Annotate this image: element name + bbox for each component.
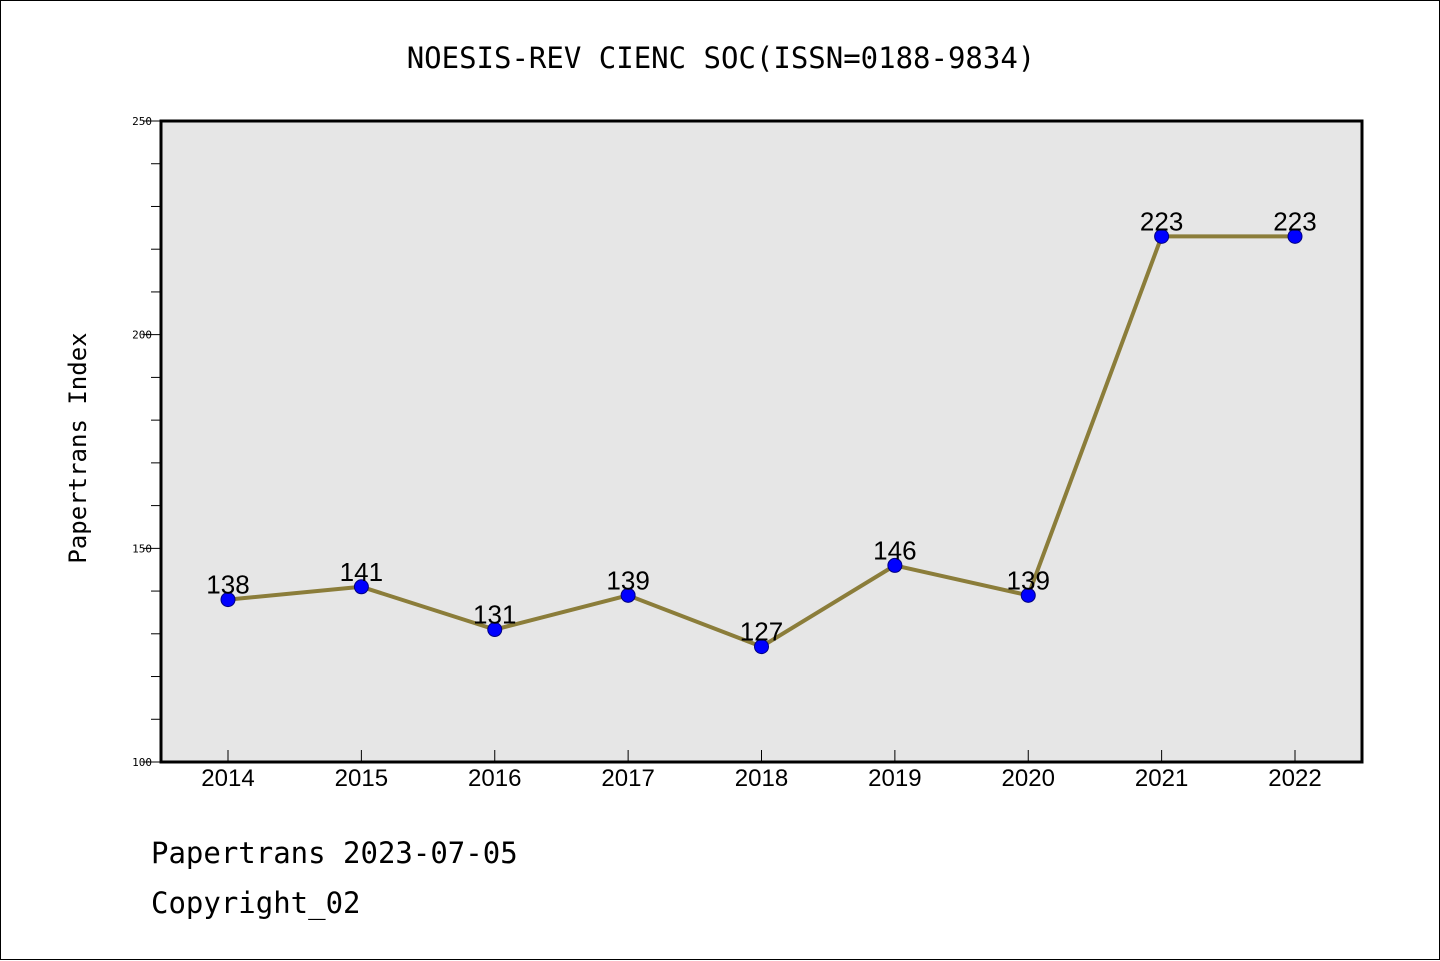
data-point	[1154, 228, 1170, 244]
data-point	[1287, 228, 1303, 244]
chart-title: NOESIS-REV CIENC SOC(ISSN=0188-9834)	[407, 41, 1036, 75]
data-label: 141	[340, 557, 383, 587]
data-label: 223	[1273, 206, 1316, 236]
series-markers	[220, 228, 1303, 655]
data-point	[1020, 587, 1036, 603]
data-label: 139	[1007, 565, 1050, 595]
y-tick-label: 100	[132, 756, 152, 769]
footer-copyright: Copyright_02	[151, 886, 361, 920]
x-tick-label: 2020	[1002, 765, 1055, 792]
x-tick-label: 2017	[601, 765, 654, 792]
x-tick-label: 2014	[201, 765, 254, 792]
y-axis-label: Papertrans Index	[64, 332, 92, 563]
footer-date: Papertrans 2023-07-05	[151, 836, 518, 870]
x-tick-label: 2015	[335, 765, 388, 792]
data-label: 131	[473, 600, 516, 630]
data-label: 146	[873, 535, 916, 565]
x-tick-label: 2019	[868, 765, 921, 792]
x-tick-label: 2016	[468, 765, 521, 792]
data-label: 127	[740, 617, 783, 647]
data-point	[220, 592, 236, 608]
data-point	[353, 579, 369, 595]
data-label: 223	[1140, 206, 1183, 236]
x-tick-label: 2022	[1268, 765, 1321, 792]
plot-area	[159, 119, 1364, 764]
data-label: 139	[606, 565, 649, 595]
y-tick-label: 250	[132, 115, 152, 128]
y-tick-label: 200	[132, 329, 152, 342]
data-point	[487, 622, 503, 638]
data-point	[620, 587, 636, 603]
data-labels: 138 141 131 139 127 146 139 223 223	[206, 206, 1316, 646]
y-axis: 100 150 200 250	[132, 115, 161, 769]
data-label: 138	[206, 570, 249, 600]
x-tick-label: 2021	[1135, 765, 1188, 792]
x-tick-label: 2018	[735, 765, 788, 792]
y-tick-label: 150	[132, 542, 152, 555]
x-axis: 2014 2015 2016 2017 2018 2019 2020 2021 2022	[201, 750, 1322, 792]
data-point	[754, 639, 769, 655]
data-point	[887, 557, 903, 573]
